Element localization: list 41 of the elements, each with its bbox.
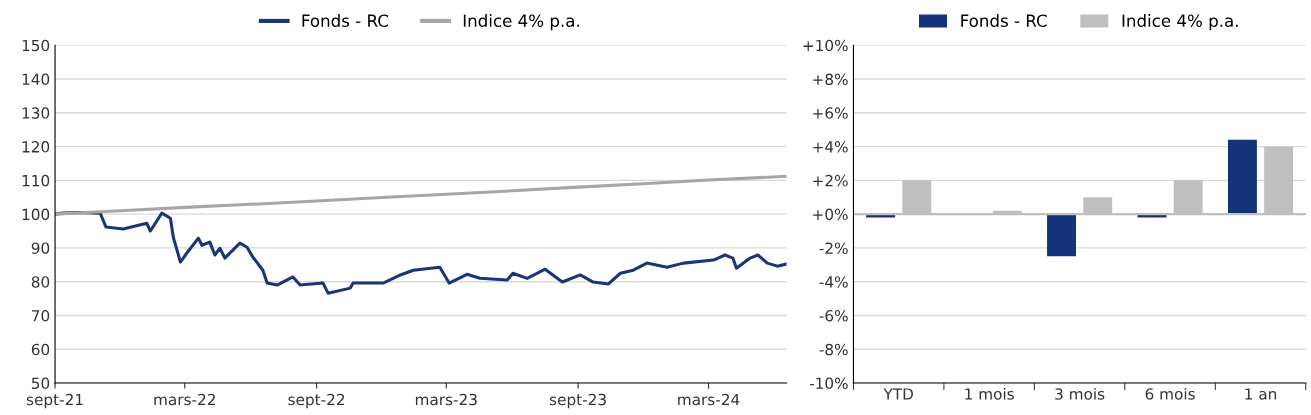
x-tick-label: mars-23	[415, 393, 477, 406]
line-series	[55, 210, 787, 295]
y-tick-label: 60	[31, 343, 50, 356]
x-tick-label: mars-22	[154, 393, 215, 406]
x-tick-label: sept-21	[26, 393, 83, 409]
x-tick-label: 1 mois	[965, 387, 1014, 400]
y-tick-label: +0%	[813, 208, 848, 221]
y-tick-label: -6%	[819, 309, 848, 322]
y-tick-label: 140	[22, 73, 50, 86]
y-tick-label: 150	[22, 39, 50, 52]
x-tick-label: mars-24	[678, 393, 740, 406]
y-tick-label: 80	[31, 276, 50, 288]
bar	[1227, 139, 1257, 215]
x-tick-label: sept-23	[549, 393, 606, 409]
x-tick-label: 6 mois	[1145, 387, 1195, 400]
y-tick-label: -2%	[819, 242, 848, 254]
y-tick-label: 120	[22, 141, 50, 153]
y-tick-label: 100	[22, 208, 50, 221]
y-tick-label: +10%	[803, 39, 848, 52]
y-tick-label: -4%	[819, 276, 848, 288]
y-tick-label: -10%	[809, 377, 848, 390]
legend-label: Fonds - RC	[302, 14, 388, 28]
x-tick-label: 3 mois	[1055, 387, 1105, 400]
y-tick-label: +4%	[813, 141, 848, 153]
y-tick-label: +8%	[813, 73, 848, 86]
y-tick-label: -8%	[819, 343, 848, 356]
y-tick-label: +6%	[813, 107, 848, 119]
legend-label: Fonds - RC	[961, 14, 1047, 28]
y-tick-label: 50	[31, 377, 50, 390]
y-tick-label: 70	[32, 309, 50, 322]
legend-label: Indice 4% p.a.	[1122, 14, 1238, 31]
y-tick-label: +2%	[813, 174, 848, 187]
line-series	[55, 174, 787, 216]
x-tick-label: sept-22	[288, 393, 345, 409]
x-tick-label: 1 an	[1245, 388, 1277, 400]
y-tick-label: 130	[22, 107, 50, 119]
y-tick-label: 110	[22, 174, 50, 187]
legend-label: Indice 4% p.a.	[463, 14, 579, 31]
y-tick-label: 90	[31, 242, 50, 254]
bar	[1047, 214, 1076, 257]
x-tick-label: YTD	[883, 388, 913, 400]
